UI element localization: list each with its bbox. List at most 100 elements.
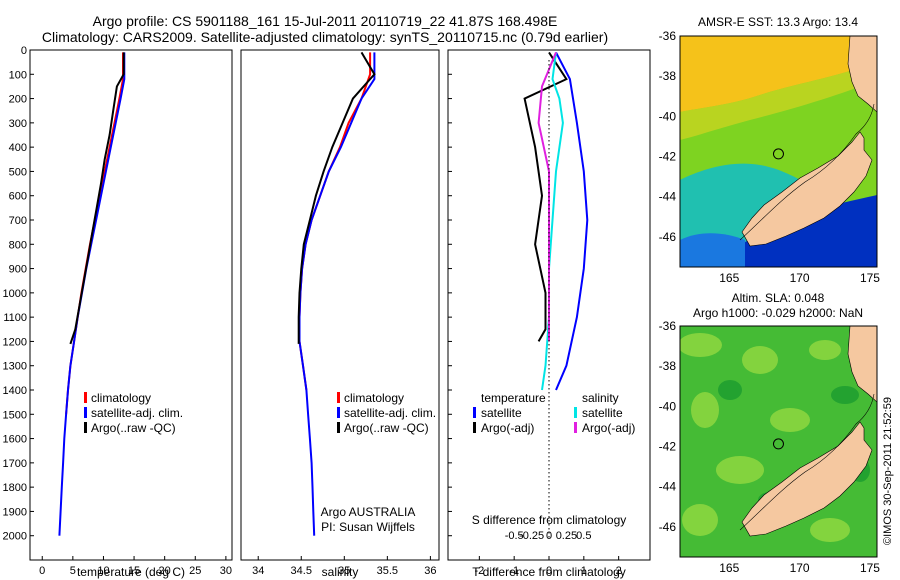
legend-label-climatology: climatology bbox=[344, 391, 404, 405]
sst-deep-cool bbox=[720, 195, 877, 267]
sla-anomaly-blobs bbox=[680, 333, 850, 542]
depth-tick-label: 100 bbox=[9, 69, 27, 81]
sst-map-lat-tick-label: -42 bbox=[659, 150, 677, 164]
salinity-axis-label: salinity bbox=[322, 565, 359, 579]
sst-land-north-island bbox=[847, 36, 877, 113]
sst-map-argo-location-marker bbox=[772, 148, 784, 160]
sla-map bbox=[679, 325, 878, 558]
t-difference-axis-label: T difference from climatology bbox=[472, 565, 626, 579]
temperature-plot-frame bbox=[29, 49, 233, 561]
depth-tick-label: 1900 bbox=[3, 506, 27, 518]
legend-swatch-satellite bbox=[84, 407, 87, 418]
legend-label-salinity-argo: Argo(-adj) bbox=[582, 421, 635, 435]
sst-map-lon-tick-label: 165 bbox=[719, 271, 739, 285]
x-tick-label: 34 bbox=[252, 565, 264, 577]
legend-swatch-temperature-satellite bbox=[473, 407, 476, 418]
depth-tick-label: 800 bbox=[9, 239, 27, 251]
sst-map-lat-tick-label: -40 bbox=[659, 109, 677, 123]
sla-map-lon-tick-label: 165 bbox=[719, 561, 739, 575]
salinity-plot-frame bbox=[240, 49, 440, 561]
series-line-salinity-satellite bbox=[541, 52, 564, 391]
depth-tick-label: 1000 bbox=[3, 288, 27, 300]
series-line-argo-raw-qc bbox=[69, 52, 125, 345]
secondary-x-tick-label: 0.5 bbox=[576, 530, 591, 542]
series-line-argo-raw-qc bbox=[297, 51, 376, 344]
legend-group-salinity: salinity bbox=[582, 391, 619, 405]
legend-group-temperature: temperature bbox=[481, 391, 546, 405]
series-line-temperature-satellite bbox=[555, 51, 589, 391]
x-tick-label: 0 bbox=[39, 565, 45, 577]
x-tick-label: -1 bbox=[509, 565, 519, 577]
legend-swatch-salinity-satellite bbox=[574, 407, 577, 418]
depth-tick-label: 1100 bbox=[3, 312, 27, 324]
sla-land-north-island bbox=[847, 326, 877, 403]
x-tick-label: 1 bbox=[581, 565, 587, 577]
sst-depth-contour bbox=[739, 103, 875, 241]
depth-tick-label: 1400 bbox=[3, 385, 27, 397]
s-difference-axis-label: S difference from climatology bbox=[472, 513, 627, 527]
x-tick-label: 10 bbox=[97, 565, 109, 577]
sla-map-lat-tick-label: -46 bbox=[659, 520, 677, 534]
legend-label-satellite: satellite-adj. clim. bbox=[91, 406, 183, 420]
x-tick-label: 0 bbox=[546, 565, 552, 577]
sla-map-lat-tick-label: -36 bbox=[659, 319, 677, 333]
sst-warm-fringe bbox=[680, 60, 877, 140]
depth-tick-label: 500 bbox=[9, 166, 27, 178]
legend-swatch-satellite bbox=[337, 407, 340, 418]
sst-map-lat-tick-label: -44 bbox=[659, 190, 677, 204]
figure-title-line1: Argo profile: CS 5901188_161 15-Jul-2011… bbox=[92, 13, 558, 29]
x-tick-label: 34.5 bbox=[291, 565, 312, 577]
secondary-x-tick-label: -0.5 bbox=[505, 530, 524, 542]
sst-warm-band bbox=[680, 36, 877, 112]
sst-map-lat-tick-label: -38 bbox=[659, 69, 677, 83]
depth-tick-label: 1300 bbox=[3, 361, 27, 373]
series-line-satellite-adj-clim bbox=[58, 52, 126, 536]
x-tick-label: 5 bbox=[70, 565, 76, 577]
legend-swatch-salinity-argo bbox=[574, 422, 577, 433]
sla-land-south-island bbox=[741, 421, 873, 537]
series-line-satellite-adj-clim bbox=[298, 52, 376, 536]
sst-map-lon-tick-label: 175 bbox=[860, 271, 880, 285]
sla-map-lon-tick-label: 175 bbox=[860, 561, 880, 575]
legend-swatch-temperature-argo bbox=[473, 422, 476, 433]
temperature-legend: climatology satellite-adj. clim. Argo(..… bbox=[84, 391, 183, 435]
legend-swatch-climatology bbox=[337, 392, 340, 403]
depth-tick-label: 300 bbox=[9, 118, 27, 130]
legend-swatch-climatology bbox=[84, 392, 87, 403]
depth-tick-label: 2000 bbox=[3, 531, 27, 543]
depth-tick-label: 200 bbox=[9, 94, 27, 106]
legend-label-climatology: climatology bbox=[91, 391, 151, 405]
sst-land-south-island bbox=[741, 131, 873, 247]
figure-title-line2: Climatology: CARS2009. Satellite-adjuste… bbox=[41, 29, 609, 45]
x-tick-label: 2 bbox=[616, 565, 622, 577]
sla-map-lat-tick-label: -40 bbox=[659, 399, 677, 413]
x-tick-label: 30 bbox=[220, 565, 232, 577]
sla-map-lon-tick-label: 170 bbox=[790, 561, 810, 575]
salinity-legend: climatology satellite-adj. clim. Argo(..… bbox=[337, 391, 436, 435]
argo-program-label: Argo AUSTRALIA bbox=[321, 505, 416, 519]
legend-label-argo: Argo(..raw -QC) bbox=[344, 421, 429, 435]
secondary-x-tick-label: -0.25 bbox=[519, 530, 544, 542]
depth-tick-label: 600 bbox=[9, 191, 27, 203]
x-tick-label: 35 bbox=[338, 565, 350, 577]
legend-label-satellite: satellite-adj. clim. bbox=[344, 406, 436, 420]
sla-depth-contour bbox=[739, 393, 875, 531]
sst-mid-cool bbox=[680, 233, 745, 267]
temperature-axis-label: temperature (deg C) bbox=[77, 565, 185, 579]
imos-credit: ©IMOS 30-Sep-2011 21:52:59 bbox=[882, 397, 894, 545]
series-line-temperature-argo-adj bbox=[523, 51, 568, 342]
depth-tick-label: 1800 bbox=[3, 482, 27, 494]
x-tick-label: 15 bbox=[128, 565, 140, 577]
sst-map-lat-tick-label: -46 bbox=[659, 230, 677, 244]
legend-label-temperature-argo: Argo(-adj) bbox=[481, 421, 534, 435]
depth-tick-label: 900 bbox=[9, 264, 27, 276]
sla-map-argo-location-marker bbox=[772, 438, 784, 450]
sla-map-title-line2: Argo h1000: -0.029 h2000: NaN bbox=[693, 306, 863, 320]
sla-map-lat-tick-label: -38 bbox=[659, 359, 677, 373]
depth-tick-label: 1200 bbox=[3, 336, 27, 348]
sla-map-lat-tick-label: -44 bbox=[659, 480, 677, 494]
sst-map-lon-tick-label: 170 bbox=[790, 271, 810, 285]
legend-label-temperature-satellite: satellite bbox=[481, 406, 522, 420]
difference-legend: temperature satellite Argo(-adj) salinit… bbox=[473, 391, 635, 435]
